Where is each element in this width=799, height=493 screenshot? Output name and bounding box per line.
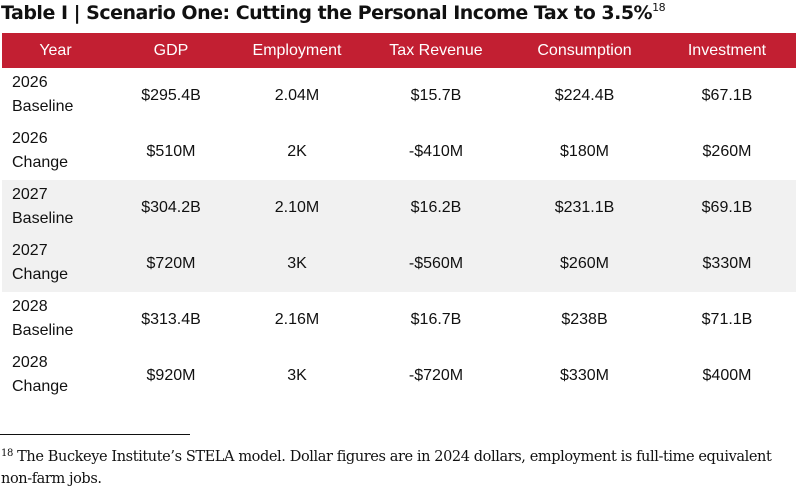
employment-cell: 3K: [287, 367, 307, 384]
consumption-cell: $180M: [560, 143, 609, 160]
year: 2026: [12, 74, 48, 91]
tax-revenue-cell: $16.7B: [410, 311, 462, 328]
investment-cell: $400M: [702, 367, 752, 384]
scenario-table: Year GDP Employment Tax Revenue Consumpt…: [2, 33, 796, 404]
table-header-row: Year GDP Employment Tax Revenue Consumpt…: [2, 33, 796, 68]
footnote-reference[interactable]: 18: [652, 1, 666, 14]
table-row: 2027 Change $720M 3K -$560M $260M $330M: [2, 236, 796, 292]
employment-cell: 3K: [287, 255, 307, 272]
gdp-cell: $313.4B: [141, 311, 201, 328]
table-row: 2026 Baseline $295.4B 2.04M $15.7B $224.4…: [2, 68, 796, 124]
year-cell: 2027 Change: [2, 236, 109, 292]
table-row: 2027 Baseline $304.2B 2.10M $16.2B $231.1…: [2, 180, 796, 236]
column-header-year: Year: [39, 41, 72, 59]
row-kind: Baseline: [12, 210, 74, 227]
tax-revenue-cell: -$560M: [408, 255, 464, 272]
year-cell: 2028 Baseline: [2, 292, 109, 348]
footnote-text: The Buckeye Institute’s STELA model. Dol…: [1, 449, 772, 487]
tax-revenue-cell: $15.7B: [410, 87, 462, 104]
year-cell: 2028 Change: [2, 348, 109, 404]
row-kind: Baseline: [12, 322, 74, 339]
table-row: 2026 Change $510M 2K -$410M $180M $260M: [2, 124, 796, 180]
footnote: 18 The Buckeye Institute’s STELA model. …: [1, 446, 799, 490]
gdp-cell: $720M: [146, 255, 196, 272]
tax-revenue-cell: -$720M: [408, 367, 464, 384]
column-header-employment: Employment: [252, 41, 342, 59]
consumption-cell: $238B: [561, 311, 608, 328]
year: 2028: [12, 354, 48, 371]
table-row: 2028 Change $920M 3K -$720M $330M $400M: [2, 348, 796, 404]
year: 2027: [12, 186, 48, 203]
gdp-cell: $295.4B: [141, 87, 201, 104]
employment-cell: 2K: [287, 143, 307, 160]
row-kind: Baseline: [12, 98, 74, 115]
gdp-cell: $920M: [146, 367, 196, 384]
table-title: Table I | Scenario One: Cutting the Pers…: [1, 0, 666, 26]
column-header-investment: Investment: [687, 41, 767, 59]
column-header-gdp: GDP: [153, 41, 189, 59]
consumption-cell: $260M: [560, 255, 609, 272]
tax-revenue-cell: -$410M: [408, 143, 464, 160]
employment-cell: 2.10M: [274, 199, 320, 216]
year-cell: 2026 Baseline: [2, 68, 109, 124]
table-title-text: Table I | Scenario One: Cutting the Pers…: [1, 2, 653, 24]
investment-cell: $69.1B: [701, 199, 753, 216]
year: 2028: [12, 298, 48, 315]
footnote-number: 18: [1, 448, 13, 459]
consumption-cell: $330M: [560, 367, 609, 384]
investment-cell: $71.1B: [701, 311, 753, 328]
employment-cell: 2.16M: [274, 311, 320, 328]
employment-cell: 2.04M: [274, 87, 320, 104]
footnote-divider: [0, 434, 190, 435]
consumption-cell: $231.1B: [554, 199, 615, 216]
investment-cell: $67.1B: [701, 87, 753, 104]
gdp-cell: $304.2B: [141, 199, 201, 216]
investment-cell: $260M: [702, 143, 752, 160]
table-row: 2028 Baseline $313.4B 2.16M $16.7B $238B …: [2, 292, 796, 348]
column-header-consumption: Consumption: [537, 41, 632, 59]
year-cell: 2027 Baseline: [2, 180, 109, 236]
row-kind: Change: [12, 378, 69, 395]
row-kind: Change: [12, 266, 69, 283]
consumption-cell: $224.4B: [554, 87, 615, 104]
row-kind: Change: [12, 154, 69, 171]
year: 2026: [12, 130, 48, 147]
investment-cell: $330M: [702, 255, 752, 272]
gdp-cell: $510M: [146, 143, 196, 160]
tax-revenue-cell: $16.2B: [410, 199, 462, 216]
year: 2027: [12, 242, 48, 259]
column-header-tax-revenue: Tax Revenue: [389, 41, 483, 59]
year-cell: 2026 Change: [2, 124, 109, 180]
